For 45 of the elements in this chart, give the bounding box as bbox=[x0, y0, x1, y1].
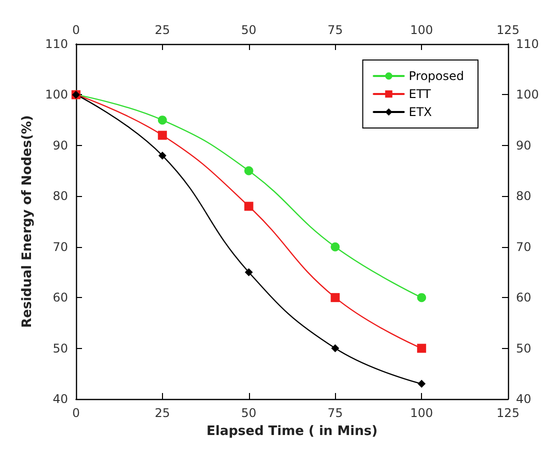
x-tick-label: 125 bbox=[496, 406, 520, 420]
x2-tick-label: 25 bbox=[154, 23, 170, 37]
y-tick-label: 60 bbox=[52, 290, 68, 305]
y-tick-label: 90 bbox=[52, 138, 68, 152]
x-tick-label: 100 bbox=[410, 406, 434, 420]
x2-tick-label: 100 bbox=[410, 23, 434, 37]
x2-tick-label: 75 bbox=[328, 23, 343, 37]
point bbox=[244, 268, 253, 276]
y-tick-label: 70 bbox=[52, 240, 68, 254]
y2-tick-label: 100 bbox=[516, 88, 539, 102]
point bbox=[417, 344, 426, 353]
point bbox=[417, 293, 426, 302]
legend-label: ETT bbox=[408, 87, 432, 101]
y2-tick-label: 50 bbox=[516, 341, 532, 356]
y2-tick-label: 80 bbox=[516, 189, 532, 204]
y-tick-label: 110 bbox=[45, 37, 68, 51]
y-tick-label: 100 bbox=[45, 88, 68, 102]
point bbox=[158, 152, 166, 160]
y2-tick-label: 40 bbox=[516, 392, 532, 406]
y-tick-label: 40 bbox=[52, 392, 68, 406]
point bbox=[158, 130, 167, 140]
x2-tick-label: 0 bbox=[72, 23, 80, 37]
y-axis-title: Residual Energy of Nodes(%) bbox=[20, 115, 36, 328]
point bbox=[330, 242, 340, 252]
point bbox=[330, 293, 340, 302]
point bbox=[331, 344, 340, 352]
y2-tick-label: 70 bbox=[516, 240, 532, 254]
x2-tick-label: 50 bbox=[241, 23, 256, 37]
legend-label: ETX bbox=[408, 105, 432, 119]
x-tick-label: 25 bbox=[154, 406, 170, 420]
y-tick-label: 80 bbox=[52, 189, 68, 204]
x2-tick-label: 125 bbox=[496, 23, 520, 37]
point bbox=[244, 166, 254, 176]
point bbox=[158, 116, 167, 125]
x-tick-label: 75 bbox=[328, 406, 343, 420]
x-tick-label: 50 bbox=[241, 406, 256, 420]
x-tick-label: 0 bbox=[72, 406, 80, 420]
y-tick-label: 50 bbox=[52, 341, 68, 356]
y2-tick-label: 60 bbox=[516, 290, 532, 305]
point bbox=[244, 202, 254, 211]
y2-tick-label: 110 bbox=[516, 37, 539, 51]
point bbox=[418, 380, 426, 388]
legend-label: Proposed bbox=[408, 69, 464, 83]
x-axis-title: Elapsed Time ( in Mins) bbox=[206, 424, 378, 439]
y2-tick-label: 90 bbox=[516, 138, 532, 152]
